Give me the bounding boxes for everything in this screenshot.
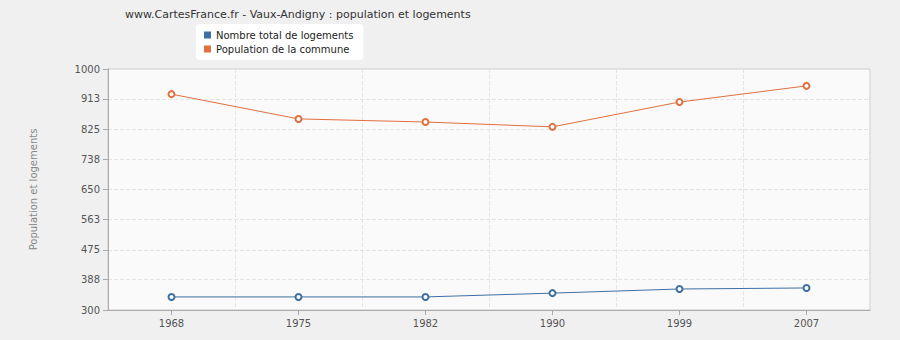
svg-text:913: 913 <box>81 93 100 104</box>
svg-text:www.CartesFrance.fr - Vaux-And: www.CartesFrance.fr - Vaux-Andigny : pop… <box>125 8 471 21</box>
svg-text:738: 738 <box>81 154 100 165</box>
svg-text:Population de la commune: Population de la commune <box>216 44 349 55</box>
svg-text:1990: 1990 <box>540 318 565 329</box>
svg-text:1982: 1982 <box>413 318 438 329</box>
svg-text:2007: 2007 <box>794 318 819 329</box>
svg-text:1968: 1968 <box>159 318 184 329</box>
svg-text:563: 563 <box>81 214 100 225</box>
svg-text:1000: 1000 <box>75 64 100 75</box>
svg-text:Nombre total de logements: Nombre total de logements <box>216 30 353 41</box>
svg-text:825: 825 <box>81 124 100 135</box>
svg-text:Population et logements: Population et logements <box>28 129 39 251</box>
svg-text:1999: 1999 <box>667 318 692 329</box>
svg-text:650: 650 <box>81 184 100 195</box>
svg-text:1975: 1975 <box>286 318 311 329</box>
svg-text:388: 388 <box>81 274 100 285</box>
svg-text:475: 475 <box>81 244 100 255</box>
svg-text:300: 300 <box>81 305 100 316</box>
